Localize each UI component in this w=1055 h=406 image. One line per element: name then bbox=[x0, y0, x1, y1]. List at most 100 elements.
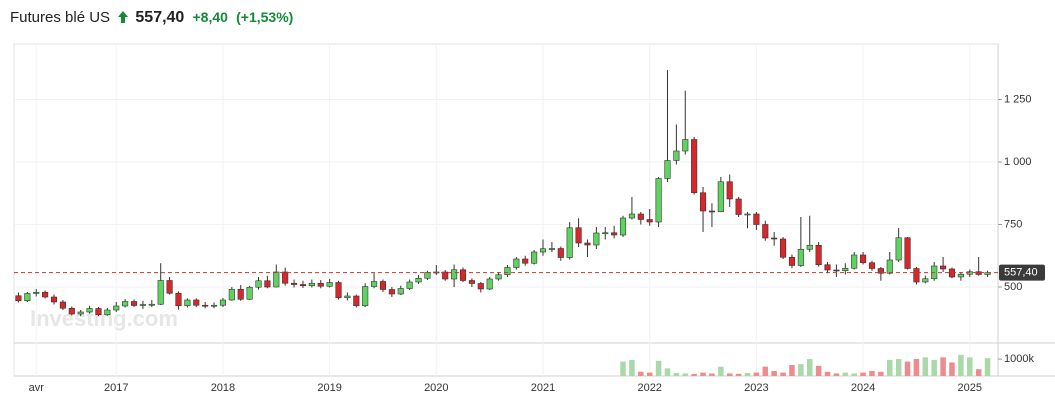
candle-body bbox=[335, 282, 342, 299]
volume-bar bbox=[958, 354, 964, 376]
candle-body bbox=[860, 254, 867, 264]
candle-body bbox=[237, 288, 244, 300]
candle-body bbox=[264, 280, 271, 288]
candle-body bbox=[59, 301, 66, 309]
volume-bar bbox=[815, 365, 822, 376]
volume-bar bbox=[806, 359, 813, 376]
volume-bar bbox=[975, 369, 982, 376]
candle-body bbox=[228, 288, 235, 301]
candle-body bbox=[699, 192, 707, 212]
volume-bar bbox=[789, 364, 795, 376]
volume-bar bbox=[744, 372, 751, 376]
watermark: Investing.com bbox=[30, 306, 178, 331]
candle-body bbox=[957, 273, 964, 278]
candle-body bbox=[735, 198, 742, 215]
candle-body bbox=[726, 181, 733, 200]
volume-bar bbox=[762, 366, 769, 376]
candle-body bbox=[495, 274, 502, 280]
candle-body bbox=[593, 232, 600, 246]
candle-body bbox=[317, 282, 324, 287]
candle-body bbox=[628, 213, 635, 219]
candle-body bbox=[833, 269, 840, 272]
candle-body bbox=[122, 301, 129, 307]
x-tick-label: 2022 bbox=[637, 382, 661, 394]
candle-body bbox=[584, 242, 591, 246]
last-price-label: 557,40 bbox=[1004, 267, 1038, 279]
candle-body bbox=[762, 224, 769, 239]
candle-body bbox=[851, 254, 858, 269]
candle-body bbox=[255, 280, 262, 288]
y-tick-label: 500 bbox=[1004, 281, 1022, 293]
candle-body bbox=[299, 284, 307, 287]
candle-body bbox=[282, 271, 289, 284]
candle-body bbox=[415, 277, 422, 283]
volume-bar bbox=[700, 372, 706, 376]
candle-body bbox=[148, 303, 155, 306]
volume-bar bbox=[886, 359, 893, 376]
candle-body bbox=[344, 295, 351, 299]
volume-bar bbox=[940, 357, 946, 376]
x-tick-label: 2023 bbox=[744, 382, 768, 394]
volume-bar bbox=[780, 372, 786, 376]
candle-body bbox=[326, 282, 333, 287]
candle-body bbox=[42, 291, 49, 298]
candle-body bbox=[104, 309, 111, 316]
candle-body bbox=[33, 291, 40, 294]
candle-body bbox=[86, 308, 93, 313]
volume-bar bbox=[771, 370, 777, 376]
volume-bar bbox=[691, 373, 697, 376]
candle-body bbox=[504, 267, 511, 276]
volume-bar bbox=[646, 372, 653, 376]
volume-bar bbox=[735, 373, 742, 376]
candle-body bbox=[780, 238, 787, 258]
candle-body bbox=[113, 305, 120, 311]
candle-body bbox=[682, 139, 689, 152]
candle-body bbox=[291, 282, 298, 285]
candle-body bbox=[788, 256, 796, 266]
y-tick-label: 1 250 bbox=[1004, 93, 1032, 105]
x-tick-label: 2018 bbox=[211, 382, 235, 394]
candle-body bbox=[451, 269, 458, 280]
header: Futures blé US 557,40 +8,40 (+1,53%) bbox=[10, 9, 297, 27]
candle-body bbox=[611, 232, 618, 236]
candle-body bbox=[806, 244, 813, 250]
candle-body bbox=[68, 307, 75, 315]
candle-body bbox=[362, 286, 369, 307]
x-tick-label: 2024 bbox=[851, 382, 875, 394]
candle-body bbox=[193, 299, 200, 306]
candle-body bbox=[24, 293, 31, 302]
x-tick-label: 2020 bbox=[424, 382, 448, 394]
candle-body bbox=[442, 271, 449, 280]
candle-body bbox=[139, 304, 146, 306]
candle-body bbox=[388, 289, 395, 295]
candle-body bbox=[868, 262, 876, 269]
volume-bar bbox=[833, 373, 840, 376]
candle-body bbox=[904, 237, 911, 269]
candle-body bbox=[308, 282, 315, 287]
candle-body bbox=[646, 219, 653, 223]
candle-body bbox=[913, 268, 920, 283]
candle-body bbox=[753, 213, 760, 225]
candle-body bbox=[717, 181, 724, 213]
candle-body bbox=[210, 304, 218, 307]
up-arrow bbox=[118, 11, 129, 23]
volume-bar bbox=[904, 361, 911, 376]
volume-tick-label: 1000k bbox=[1004, 353, 1034, 365]
candle-body bbox=[842, 267, 849, 272]
candle-body bbox=[468, 280, 475, 284]
candle-body bbox=[877, 268, 884, 274]
candle-body bbox=[548, 248, 555, 250]
candle-body bbox=[166, 280, 173, 294]
candle-body bbox=[459, 269, 467, 281]
volume-bar bbox=[824, 371, 831, 376]
x-tick-label: 2021 bbox=[531, 382, 555, 394]
candle-body bbox=[273, 271, 280, 288]
volume-bar bbox=[638, 371, 644, 376]
candle-body bbox=[744, 213, 751, 216]
candle-body bbox=[602, 232, 609, 235]
candle-body bbox=[539, 248, 547, 253]
volume-bar bbox=[629, 359, 635, 376]
candle-body bbox=[50, 296, 58, 303]
candle-body bbox=[691, 139, 698, 194]
